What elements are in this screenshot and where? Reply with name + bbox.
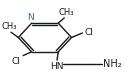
Text: N: N (27, 13, 34, 22)
Text: HN: HN (50, 62, 64, 71)
Text: Cl: Cl (85, 28, 94, 37)
Text: NH₂: NH₂ (103, 59, 122, 69)
Text: CH₃: CH₃ (1, 22, 17, 31)
Text: Cl: Cl (11, 57, 20, 66)
Text: CH₃: CH₃ (58, 8, 74, 17)
